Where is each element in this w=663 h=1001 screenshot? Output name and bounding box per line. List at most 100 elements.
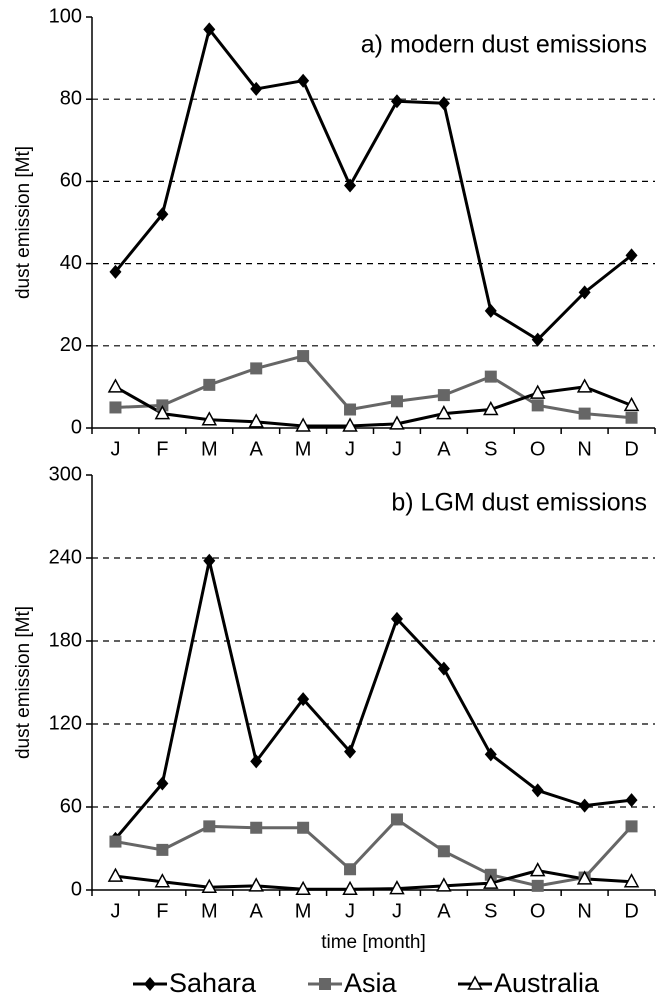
x-axis-label: time [month] bbox=[321, 932, 426, 953]
y-tick-label: 20 bbox=[60, 334, 82, 356]
x-tick-label: A bbox=[437, 438, 451, 460]
x-tick-label: N bbox=[577, 900, 591, 922]
marker bbox=[297, 821, 310, 834]
y-tick-label: 180 bbox=[49, 629, 82, 651]
x-tick-label: M bbox=[295, 900, 312, 922]
marker bbox=[436, 405, 452, 420]
marker bbox=[250, 821, 263, 834]
legend-label: Australia bbox=[494, 968, 600, 998]
y-tick-label: 100 bbox=[49, 5, 82, 27]
x-tick-label: M bbox=[295, 438, 312, 460]
marker bbox=[297, 73, 310, 88]
marker bbox=[342, 417, 358, 432]
marker bbox=[484, 303, 497, 318]
marker bbox=[390, 395, 403, 408]
marker bbox=[531, 783, 544, 798]
marker bbox=[203, 378, 216, 391]
marker bbox=[625, 793, 638, 808]
y-tick-label: 120 bbox=[49, 712, 82, 734]
marker bbox=[344, 178, 357, 193]
marker bbox=[109, 835, 122, 848]
marker bbox=[623, 873, 640, 888]
marker bbox=[250, 81, 263, 96]
marker bbox=[529, 384, 546, 399]
marker bbox=[297, 350, 310, 363]
marker bbox=[390, 813, 403, 826]
x-tick-label: N bbox=[577, 438, 591, 460]
marker bbox=[344, 403, 357, 416]
marker bbox=[625, 248, 638, 263]
marker bbox=[389, 415, 405, 430]
marker bbox=[295, 417, 311, 432]
y-tick-label: 40 bbox=[60, 252, 82, 274]
marker bbox=[578, 407, 591, 420]
marker bbox=[109, 264, 122, 279]
legend-marker bbox=[467, 975, 483, 990]
series-line bbox=[114, 559, 632, 840]
marker bbox=[248, 877, 264, 892]
marker bbox=[342, 880, 358, 896]
marker bbox=[297, 692, 310, 707]
marker bbox=[107, 867, 124, 882]
x-tick-label: D bbox=[624, 438, 638, 460]
marker bbox=[437, 96, 450, 111]
marker bbox=[529, 862, 546, 877]
x-tick-label: S bbox=[484, 438, 497, 460]
x-tick-label: O bbox=[530, 438, 546, 460]
marker bbox=[623, 396, 640, 412]
marker bbox=[578, 285, 591, 300]
x-tick-label: J bbox=[110, 438, 120, 460]
legend-label: Asia bbox=[344, 968, 398, 998]
marker bbox=[484, 747, 497, 762]
marker bbox=[437, 661, 450, 676]
marker bbox=[578, 798, 591, 813]
marker bbox=[344, 744, 357, 759]
marker bbox=[576, 378, 593, 393]
marker bbox=[531, 399, 544, 412]
marker bbox=[203, 22, 216, 37]
marker bbox=[154, 405, 171, 420]
legend-label: Sahara bbox=[169, 968, 257, 998]
x-tick-label: J bbox=[345, 438, 355, 460]
marker bbox=[203, 820, 216, 833]
x-tick-label: J bbox=[110, 900, 120, 922]
x-tick-label: F bbox=[156, 438, 168, 460]
x-tick-label: J bbox=[392, 438, 402, 460]
marker bbox=[625, 411, 638, 424]
y-tick-label: 80 bbox=[60, 87, 82, 109]
y-tick-label: 60 bbox=[60, 795, 82, 817]
x-tick-label: J bbox=[345, 900, 355, 922]
marker bbox=[483, 874, 499, 889]
marker bbox=[203, 553, 216, 568]
marker bbox=[390, 94, 403, 109]
y-tick-label: 0 bbox=[71, 416, 82, 438]
marker bbox=[484, 370, 497, 383]
marker bbox=[390, 611, 403, 626]
marker bbox=[436, 877, 452, 892]
x-tick-label: A bbox=[250, 438, 264, 460]
series-line bbox=[114, 385, 633, 428]
marker bbox=[201, 411, 218, 426]
marker bbox=[250, 362, 263, 375]
y-tick-label: 300 bbox=[49, 463, 82, 485]
x-tick-label: F bbox=[156, 900, 168, 922]
series-line bbox=[115, 869, 632, 891]
legend-marker bbox=[144, 977, 156, 991]
marker bbox=[576, 870, 593, 885]
x-tick-label: O bbox=[530, 900, 546, 922]
x-tick-label: S bbox=[484, 900, 497, 922]
x-tick-label: D bbox=[624, 900, 638, 922]
marker bbox=[250, 754, 263, 769]
y-tick-label: 60 bbox=[60, 170, 82, 192]
series-line bbox=[115, 354, 632, 420]
series-line bbox=[114, 27, 633, 342]
marker bbox=[531, 879, 544, 892]
x-tick-label: J bbox=[392, 900, 402, 922]
marker bbox=[248, 413, 264, 428]
marker bbox=[107, 378, 124, 393]
marker bbox=[437, 389, 450, 402]
marker bbox=[154, 873, 171, 888]
y-tick-label: 240 bbox=[49, 546, 82, 568]
chart-title: a) modern dust emissions bbox=[361, 31, 647, 59]
